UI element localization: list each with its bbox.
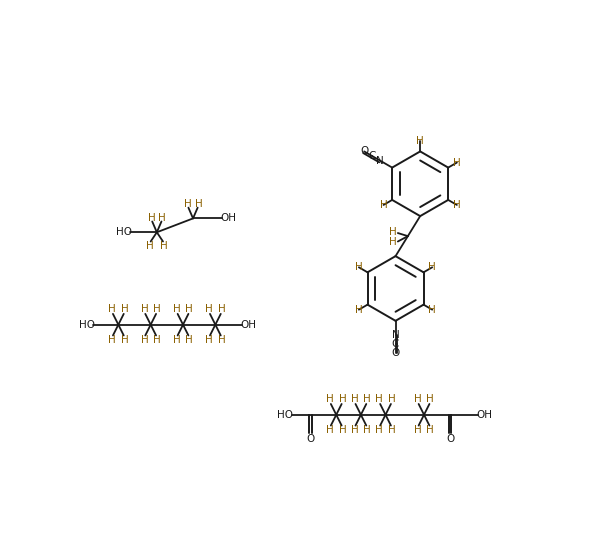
- Text: H: H: [351, 425, 359, 435]
- Text: H: H: [375, 425, 383, 435]
- Text: H: H: [160, 241, 167, 251]
- Text: H: H: [206, 335, 213, 345]
- Text: OH: OH: [476, 410, 492, 420]
- Text: H: H: [429, 305, 436, 315]
- Text: H: H: [153, 335, 161, 345]
- Text: OH: OH: [240, 320, 256, 330]
- Text: H: H: [351, 394, 359, 404]
- Text: H: H: [426, 425, 434, 435]
- Text: H: H: [363, 425, 371, 435]
- Text: N: N: [392, 330, 399, 340]
- Text: H: H: [389, 227, 396, 237]
- Text: H: H: [388, 394, 396, 404]
- Text: H: H: [389, 237, 396, 247]
- Text: H: H: [108, 335, 116, 345]
- Text: O: O: [446, 434, 454, 444]
- Text: H: H: [414, 425, 422, 435]
- Text: H: H: [363, 394, 371, 404]
- Text: H: H: [218, 335, 225, 345]
- Text: H: H: [108, 304, 116, 314]
- Text: H: H: [194, 199, 202, 209]
- Text: O: O: [360, 146, 368, 156]
- Text: H: H: [429, 262, 436, 272]
- Text: H: H: [153, 304, 161, 314]
- Text: H: H: [173, 335, 181, 345]
- Text: H: H: [326, 425, 334, 435]
- Text: H: H: [184, 199, 191, 209]
- Text: H: H: [375, 394, 383, 404]
- Text: H: H: [414, 394, 422, 404]
- Text: C: C: [392, 339, 399, 349]
- Text: H: H: [120, 304, 128, 314]
- Text: OH: OH: [221, 214, 237, 224]
- Text: H: H: [355, 262, 363, 272]
- Text: H: H: [326, 394, 334, 404]
- Text: H: H: [185, 304, 193, 314]
- Text: N: N: [376, 156, 384, 166]
- Text: H: H: [120, 335, 128, 345]
- Text: C: C: [368, 151, 376, 161]
- Text: HO: HO: [79, 320, 95, 330]
- Text: H: H: [453, 200, 461, 210]
- Text: H: H: [355, 305, 363, 315]
- Text: H: H: [339, 394, 346, 404]
- Text: H: H: [173, 304, 181, 314]
- Text: HO: HO: [277, 410, 293, 420]
- Text: H: H: [159, 212, 166, 222]
- Text: H: H: [206, 304, 213, 314]
- Text: H: H: [218, 304, 225, 314]
- Text: H: H: [185, 335, 193, 345]
- Text: HO: HO: [116, 227, 132, 237]
- Text: H: H: [380, 200, 387, 210]
- Text: O: O: [306, 434, 314, 444]
- Text: H: H: [339, 425, 346, 435]
- Text: H: H: [141, 335, 148, 345]
- Text: H: H: [146, 241, 154, 251]
- Text: H: H: [141, 304, 148, 314]
- Text: H: H: [388, 425, 396, 435]
- Text: H: H: [426, 394, 434, 404]
- Text: O: O: [392, 348, 400, 358]
- Text: H: H: [148, 212, 156, 222]
- Text: H: H: [416, 136, 424, 146]
- Text: H: H: [453, 157, 461, 167]
